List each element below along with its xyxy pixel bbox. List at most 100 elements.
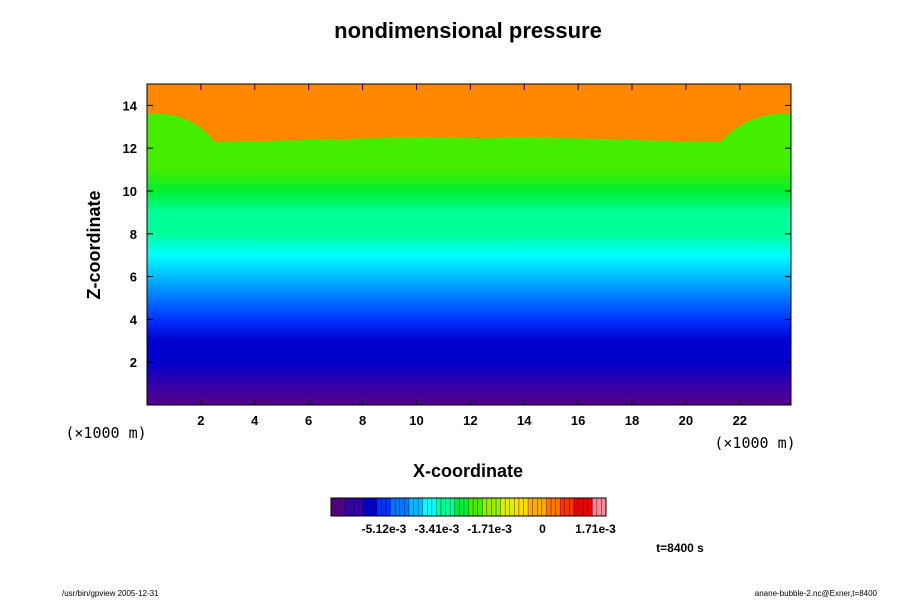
colorbar-cell <box>491 498 497 516</box>
colorbar-cell <box>555 498 561 516</box>
colorbar-cell <box>592 498 598 516</box>
colorbar-cell <box>331 498 336 516</box>
colorbar-cell <box>363 498 368 516</box>
x-tick-label: 14 <box>517 413 532 428</box>
colorbar-cell <box>335 498 341 516</box>
colorbar-cell <box>564 498 570 516</box>
plot-frame <box>146 83 792 406</box>
y-axis-ticks: 2 4 6 8 10 12 14 <box>123 98 791 370</box>
y-tick-label: 8 <box>130 227 137 242</box>
colorbar-cell <box>537 498 543 516</box>
colorbar-cell <box>408 498 414 516</box>
colorbar-cell <box>601 498 607 516</box>
colorbar-ticks: -5.12e-3 -3.41e-3 -1.71e-3 0 1.71e-3 <box>362 522 617 536</box>
colorbar-cell <box>473 498 478 516</box>
x-tick-label: 20 <box>679 413 693 428</box>
colorbar-tick-label: -1.71e-3 <box>467 522 512 536</box>
colorbar-cell <box>404 498 410 516</box>
colorbar-cell <box>358 498 364 516</box>
colorbar-tick-label: -5.12e-3 <box>362 522 407 536</box>
colorbar-cell <box>505 498 511 516</box>
colorbar-cell <box>441 498 446 516</box>
colorbar-cell <box>514 498 520 516</box>
colorbar-cell <box>523 498 529 516</box>
colorbar-tick-label: -3.41e-3 <box>415 522 460 536</box>
y-tick-label: 6 <box>130 270 137 285</box>
x-tick-label: 18 <box>625 413 639 428</box>
colorbar-frame <box>330 497 607 517</box>
colorbar-cell <box>541 498 547 516</box>
colorbar-cell <box>560 498 566 516</box>
colorbar-cell <box>578 498 584 516</box>
colorbar-cell <box>353 498 359 516</box>
colorbar-cell <box>583 498 588 516</box>
y-tick-label: 2 <box>130 355 137 370</box>
colorbar-cell <box>509 498 515 516</box>
colorbar <box>331 498 607 516</box>
colorbar-cell <box>546 498 552 516</box>
colorbar-cell <box>381 498 387 516</box>
colorbar-cell <box>569 498 575 516</box>
colorbar-cell <box>427 498 433 516</box>
x-unit-label: (×1000 m) <box>714 434 795 452</box>
x-tick-label: 2 <box>197 413 204 428</box>
x-tick-label: 12 <box>463 413 477 428</box>
colorbar-cell <box>477 498 483 516</box>
colorbar-cell <box>573 498 579 516</box>
colorbar-cell <box>422 498 428 516</box>
x-tick-label: 6 <box>305 413 312 428</box>
y-tick-label: 14 <box>123 98 138 113</box>
colorbar-cell <box>596 498 602 516</box>
colorbar-cell <box>518 498 524 516</box>
colorbar-cell <box>344 498 350 516</box>
colorbar-cell <box>587 498 593 516</box>
colorbar-cell <box>431 498 437 516</box>
x-axis-label: X-coordinate <box>413 461 523 481</box>
colorbar-cell <box>528 498 533 516</box>
colorbar-cell <box>445 498 451 516</box>
x-tick-label: 10 <box>409 413 423 428</box>
colorbar-cell <box>551 498 556 516</box>
colorbar-cell <box>496 498 501 516</box>
y-unit-label: (×1000 m) <box>65 424 146 442</box>
colorbar-cell <box>468 498 474 516</box>
x-tick-label: 4 <box>251 413 259 428</box>
colorbar-cell <box>418 498 423 516</box>
colorbar-cell <box>436 498 442 516</box>
colorbar-cell <box>532 498 538 516</box>
colorbar-tick-label: 1.71e-3 <box>575 522 616 536</box>
colorbar-cell <box>386 498 391 516</box>
x-axis-ticks: 2 4 6 8 10 12 14 16 18 20 22 <box>197 84 747 428</box>
colorbar-tick-label: 0 <box>539 522 546 536</box>
y-tick-label: 4 <box>130 312 138 327</box>
footer-left: /usr/bin/gpview 2005-12-31 <box>62 589 159 598</box>
colorbar-cell <box>463 498 469 516</box>
time-label: t=8400 s <box>656 541 704 555</box>
colorbar-cell <box>390 498 396 516</box>
colorbar-cell <box>349 498 355 516</box>
x-tick-label: 16 <box>571 413 585 428</box>
chart-title: nondimensional pressure <box>334 18 602 43</box>
colorbar-cell <box>500 498 506 516</box>
colorbar-cell <box>482 498 488 516</box>
upper-level-contour <box>147 84 791 142</box>
colorbar-cell <box>340 498 346 516</box>
colorbar-cell <box>413 498 419 516</box>
colorbar-cell <box>454 498 460 516</box>
y-tick-label: 10 <box>123 184 137 199</box>
colorbar-cell <box>450 498 456 516</box>
y-tick-label: 12 <box>123 141 137 156</box>
x-tick-label: 8 <box>359 413 366 428</box>
colorbar-cell <box>486 498 492 516</box>
colorbar-cell <box>399 498 405 516</box>
plot-area <box>147 84 791 405</box>
colorbar-cell <box>459 498 465 516</box>
x-tick-label: 22 <box>733 413 747 428</box>
footer-right: anane-bubble-2.nc@Exner,t=8400 <box>755 589 878 598</box>
colorbar-cell <box>395 498 401 516</box>
colorbar-cell <box>376 498 382 516</box>
colorbar-cell <box>372 498 378 516</box>
y-axis-label: Z-coordinate <box>84 190 104 299</box>
colorbar-cell <box>367 498 373 516</box>
